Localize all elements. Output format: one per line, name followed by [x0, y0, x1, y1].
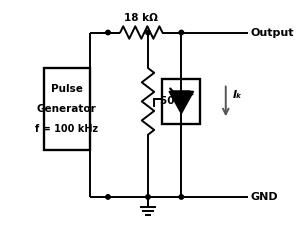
Circle shape [106, 30, 110, 35]
Polygon shape [169, 91, 193, 114]
Text: GND: GND [250, 192, 278, 202]
Bar [162, 79, 200, 124]
Text: Pulse: Pulse [51, 84, 83, 94]
Circle shape [106, 195, 110, 199]
Text: f = 100 kHz: f = 100 kHz [35, 124, 99, 134]
Bar [43, 68, 90, 150]
Circle shape [146, 30, 150, 35]
Text: Output: Output [250, 27, 294, 38]
Text: Generator: Generator [37, 104, 97, 114]
Circle shape [179, 195, 184, 199]
Text: 18 kΩ: 18 kΩ [124, 13, 158, 23]
Text: 50 Ω: 50 Ω [160, 96, 187, 106]
Circle shape [179, 30, 184, 35]
Text: Iₖ: Iₖ [233, 90, 242, 100]
Circle shape [146, 195, 150, 199]
